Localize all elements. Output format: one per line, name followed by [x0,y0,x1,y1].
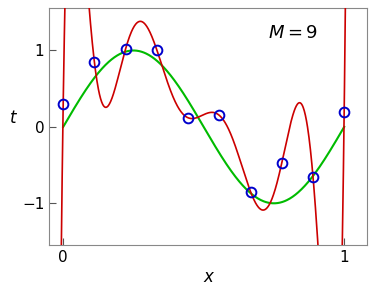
Y-axis label: t: t [10,109,17,127]
Text: $M = 9$: $M = 9$ [268,24,318,42]
X-axis label: x: x [203,268,213,282]
